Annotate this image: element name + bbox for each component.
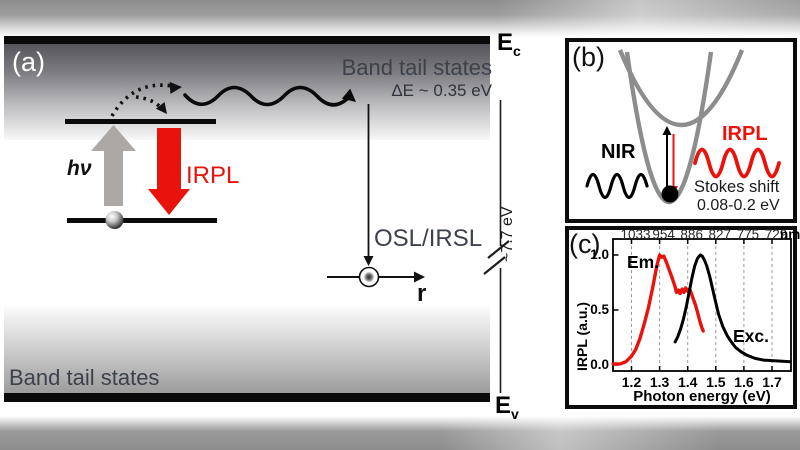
hv-excitation-label: hν [67,157,92,180]
irpl-arrow [148,128,190,215]
nir-label: NIR [601,141,636,163]
bandgap-energy-label: ~7.7 eV [499,206,516,262]
ev-tick-label-1.7: 1.7 [762,374,782,390]
ev-tick-label-1.2: 1.2 [621,374,642,390]
conduction-band-line [4,36,490,44]
recombination-center-dot [363,271,375,283]
ev-tick-label-1.4: 1.4 [677,374,698,390]
y-tick-label-0.5: 0.5 [590,302,609,317]
ec-label: Ec [497,31,521,58]
irpl-label-panel-b: IRPL [722,123,768,145]
nm-tick-label-827: 827 [708,227,732,242]
osl-irsl-label: OSL/IRSL [374,225,483,252]
y-tick-label-0.0: 0.0 [590,357,609,372]
ev-tick-label-1.5: 1.5 [706,374,726,390]
nm-tick-label-954: 954 [652,227,675,242]
panel-a-label: (a) [12,47,45,77]
r-distance-label: r [417,280,427,307]
blurred-bottom-band [0,416,800,450]
drop-line-arrowhead [363,256,374,266]
band-tail-states-top-label: Band tail states [341,55,492,80]
electron-ball [105,211,124,229]
ev-label: Ev [495,394,519,421]
y-tick-label-1.0: 1.0 [590,247,609,262]
ev-tick-label-1.6: 1.6 [734,374,754,390]
ec-main: E [497,29,514,56]
ev-tick-label-1.3: 1.3 [649,374,670,390]
blurred-top-band [0,0,800,37]
nm-unit-label: nm [780,227,800,242]
band-tail-bottom-gradient [4,303,490,393]
nm-tick-label-886: 886 [680,227,703,242]
y-axis-title: IRPL (a.u.) [574,302,590,371]
ev-main: E [495,392,512,419]
valence-band-line [4,393,490,402]
panel-b-label: (b) [572,42,605,72]
stokes-shift-value: 0.08-0.2 eV [697,197,780,214]
delta-e-label: ΔE ~ 0.35 eV [391,81,492,100]
irpl-label-panel-a: IRPL [186,162,240,189]
nm-tick-label-775: 775 [736,227,760,242]
nm-tick-label-729: 729 [764,227,788,242]
x-axis-title: Photon energy (eV) [633,388,771,405]
stokes-shift-label: Stokes shift [694,178,780,196]
ev-subscript: v [511,405,519,422]
recombination-center-circle [358,266,380,288]
excitation-curve-label: Exc. [733,326,769,346]
band-tail-states-bottom-label: Band tail states [9,365,160,390]
panel-c-label: (c) [569,229,601,259]
emission-curve-label: Em. [627,252,660,272]
ec-subscript: c [513,42,521,59]
nm-tick-label-1033: 1033 [620,227,651,242]
